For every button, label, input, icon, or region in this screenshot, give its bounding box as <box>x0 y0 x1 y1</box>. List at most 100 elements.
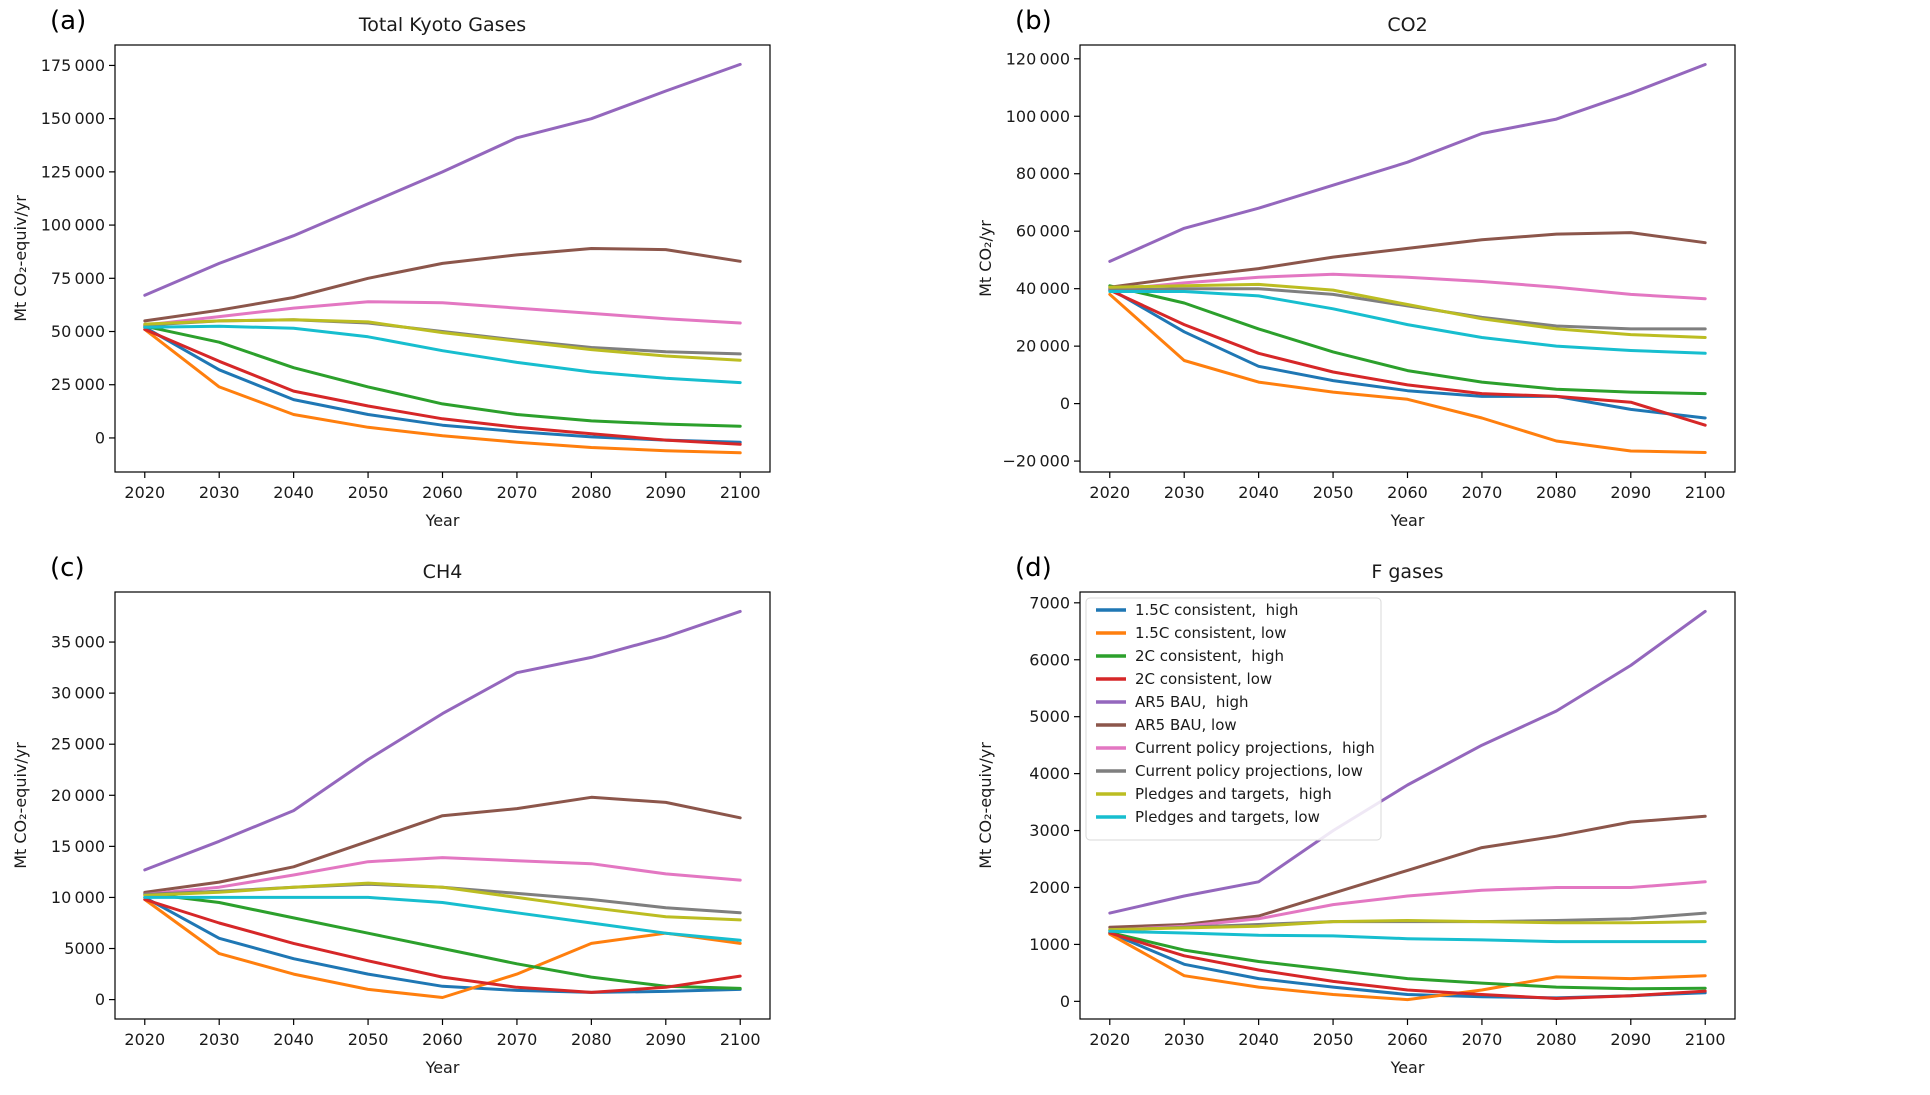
axes-frame <box>114 591 771 1020</box>
y-tick-label: 2000 <box>1029 878 1070 897</box>
x-tick-label: 2040 <box>1238 483 1279 502</box>
chart-title: F gases <box>1371 561 1443 583</box>
legend-label: AR5 BAU, low <box>1135 716 1237 734</box>
legend-label: 1.5C consistent, low <box>1135 624 1286 642</box>
series-line-2c-consistent-low <box>1108 931 1707 1000</box>
y-tick-label: 150 000 <box>41 109 105 128</box>
series-line-ar5-bau-low <box>1108 231 1707 289</box>
series-line-1-5c-consistent-low <box>143 327 742 455</box>
x-tick-label: 2060 <box>1387 1030 1428 1049</box>
x-tick-label: 2020 <box>1089 483 1130 502</box>
series-line-pledges-and-targets-high <box>143 318 742 362</box>
legend-label: AR5 BAU, high <box>1135 693 1249 711</box>
x-tick-label: 2030 <box>199 483 240 502</box>
legend-item: 1.5C consistent, low <box>1096 624 1286 642</box>
x-tick-label: 2050 <box>348 1030 389 1049</box>
series-line-1-5c-consistent-high <box>143 325 742 444</box>
legend-item: 2C consistent, low <box>1096 670 1272 688</box>
series-line-ar5-bau-high <box>143 62 742 297</box>
axes-frame <box>114 44 771 473</box>
x-tick-label: 2050 <box>1313 1030 1354 1049</box>
y-tick-label: 7000 <box>1029 593 1070 612</box>
y-tick-label: 175 000 <box>41 56 105 75</box>
x-axis-label: Year <box>425 511 460 530</box>
panel-label-b: (b) <box>1015 6 1052 36</box>
series-line-1-5c-consistent-low <box>1108 292 1707 454</box>
y-tick-label: 1000 <box>1029 935 1070 954</box>
panel-label-c: (c) <box>50 553 85 583</box>
x-tick-label: 2090 <box>1610 1030 1651 1049</box>
series-line-current-policy-projections-high <box>1108 880 1707 932</box>
series-line-ar5-bau-high <box>143 609 742 872</box>
x-axis-label: Year <box>1390 511 1425 530</box>
legend-item: Pledges and targets, low <box>1096 808 1320 826</box>
x-tick-label: 2070 <box>1462 483 1503 502</box>
legend-label: Pledges and targets, low <box>1135 808 1320 826</box>
series-line-ar5-bau-low <box>143 247 742 323</box>
series-group <box>1108 63 1707 454</box>
x-tick-label: 2030 <box>1164 483 1205 502</box>
y-tick-label: 50 000 <box>51 322 105 341</box>
series-line-current-policy-projections-high <box>143 300 742 327</box>
x-axis-label: Year <box>425 1058 460 1077</box>
series-line-ar5-bau-low <box>1108 814 1707 929</box>
series-line-pledges-and-targets-high <box>1108 919 1707 932</box>
y-tick-label: 10 000 <box>51 888 105 907</box>
x-tick-label: 2070 <box>1462 1030 1503 1049</box>
chart-title: CH4 <box>423 561 463 583</box>
series-line-2c-consistent-high <box>143 324 742 428</box>
series-line-current-policy-projections-high <box>143 856 742 896</box>
series-group <box>1108 609 1707 1002</box>
x-tick-label: 2100 <box>1685 483 1726 502</box>
y-tick-label: 80 000 <box>1016 164 1070 183</box>
y-tick-label: 35 000 <box>51 633 105 652</box>
series-line-2c-consistent-high <box>143 891 742 990</box>
legend-label: 2C consistent, high <box>1135 647 1284 665</box>
x-tick-label: 2060 <box>1387 483 1428 502</box>
axes-frame <box>1079 44 1736 473</box>
x-tick-label: 2050 <box>1313 483 1354 502</box>
x-tick-label: 2100 <box>720 1030 761 1049</box>
series-line-2c-consistent-low <box>143 327 742 446</box>
line-chart-c: CH4 0 5000 10 000 15 000 20 000 25 000 30 000 35… <box>11 561 771 1077</box>
x-tick-label: 2020 <box>124 1030 165 1049</box>
y-tick-label: 6000 <box>1029 650 1070 669</box>
series-line-pledges-and-targets-high <box>1108 282 1707 339</box>
x-tick-label: 2060 <box>422 483 463 502</box>
y-axis-label: Mt CO₂-equiv/yr <box>11 195 30 322</box>
series-line-ar5-bau-high <box>1108 63 1707 263</box>
legend-label: Current policy projections, high <box>1135 739 1375 757</box>
series-line-pledges-and-targets-low <box>143 324 742 385</box>
x-tick-label: 2070 <box>497 1030 538 1049</box>
x-tick-label: 2040 <box>273 483 314 502</box>
x-tick-label: 2040 <box>273 1030 314 1049</box>
chart-panel-d: (d) F gases 0 1000 2000 3000 4000 5000 6000 7000… <box>965 547 1930 1094</box>
series-group <box>143 62 742 455</box>
series-line-1-5c-consistent-high <box>1108 287 1707 420</box>
x-tick-label: 2100 <box>720 483 761 502</box>
x-tick-label: 2030 <box>199 1030 240 1049</box>
x-tick-label: 2090 <box>1610 483 1651 502</box>
y-tick-label: 5000 <box>64 939 105 958</box>
y-tick-label: 3000 <box>1029 821 1070 840</box>
y-tick-label: 0 <box>95 428 105 447</box>
series-line-ar5-bau-low <box>143 795 742 894</box>
y-tick-label: −20 000 <box>1003 452 1071 471</box>
x-tick-label: 2080 <box>1536 1030 1577 1049</box>
series-group <box>143 609 742 999</box>
series-line-1-5c-consistent-low <box>143 898 742 999</box>
y-tick-label: 25 000 <box>51 735 105 754</box>
chart-panel-c: (c) CH4 0 5000 10 000 15 000 20 000 25 000 30 0… <box>0 547 965 1094</box>
y-tick-label: 4000 <box>1029 764 1070 783</box>
legend-item: 2C consistent, high <box>1096 647 1284 665</box>
y-tick-label: 25 000 <box>51 375 105 394</box>
x-tick-label: 2080 <box>571 1030 612 1049</box>
y-axis-label: Mt CO₂/yr <box>976 220 995 297</box>
legend-item: 1.5C consistent, high <box>1096 601 1298 619</box>
legend-item: AR5 BAU, low <box>1096 716 1237 734</box>
line-chart-a: Total Kyoto Gases 0 25 000 50 000 75 000 100 … <box>11 14 771 530</box>
series-line-current-policy-projections-high <box>1108 272 1707 301</box>
legend-item: Pledges and targets, high <box>1096 785 1332 803</box>
y-tick-label: 40 000 <box>1016 279 1070 298</box>
y-tick-label: 120 000 <box>1006 49 1070 68</box>
